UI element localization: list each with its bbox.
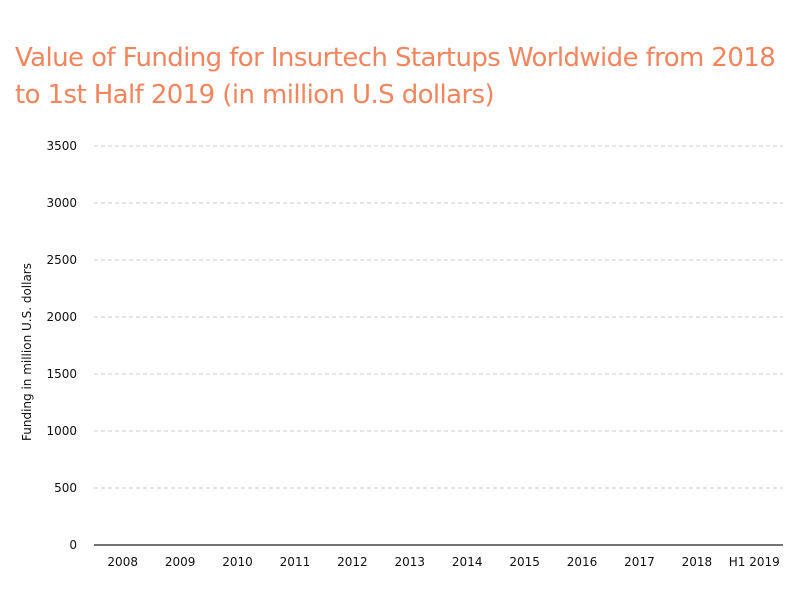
x-tick-label: 2015 <box>509 555 540 569</box>
y-tick-label: 3500 <box>46 139 77 153</box>
y-axis-label: Funding in million U.S. dollars <box>20 263 34 441</box>
chart-title: Value of Funding for Insurtech Startups … <box>15 43 776 110</box>
y-tick-label: 3000 <box>46 196 77 210</box>
x-tick-label: 2017 <box>624 555 655 569</box>
y-tick-label: 2500 <box>46 253 77 267</box>
x-tick-label: 2012 <box>337 555 368 569</box>
x-tick-label: 2018 <box>682 555 713 569</box>
x-tick-label: 2016 <box>567 555 598 569</box>
y-tick-label: 1000 <box>46 424 77 438</box>
x-tick-label: 2008 <box>107 555 138 569</box>
y-tick-label: 2000 <box>46 310 77 324</box>
x-tick-label: 2010 <box>222 555 253 569</box>
x-tick-label: 2011 <box>280 555 311 569</box>
x-tick-label: 2014 <box>452 555 483 569</box>
y-tick-label: 500 <box>54 481 77 495</box>
y-tick-label: 0 <box>69 538 77 552</box>
x-tick-label: 2009 <box>165 555 196 569</box>
y-tick-label: 1500 <box>46 367 77 381</box>
x-tick-label: H1 2019 <box>729 555 780 569</box>
x-tick-label: 2013 <box>395 555 426 569</box>
